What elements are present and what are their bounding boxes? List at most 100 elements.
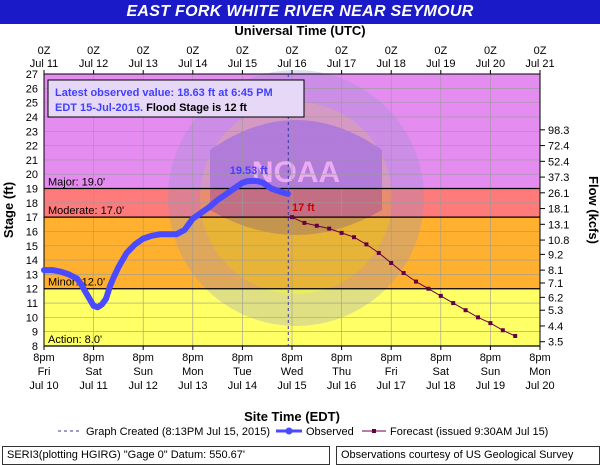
forecast-point xyxy=(414,279,418,284)
y2-axis-title: Flow (kcfs) xyxy=(586,176,600,244)
flow-tick-label: 4.4 xyxy=(548,321,563,333)
latest-observed-text: Latest observed value: 18.63 ft at 6:45 … xyxy=(55,87,273,99)
forecast-start-label: 17 ft xyxy=(292,202,315,214)
flow-tick-label: 13.1 xyxy=(548,219,569,231)
top-tick-time: 0Z xyxy=(137,45,150,57)
legend-graph-created: Graph Created (8:13PM Jul 15, 2015) xyxy=(86,426,270,438)
x-tick-date: Jul 20 xyxy=(525,380,554,392)
observed-line xyxy=(41,177,291,311)
x-tick-date: Jul 17 xyxy=(377,380,406,392)
axes: 8 9 10 11 12 13 14 15 16 17 18 19 20 21 22 23 24 25 26 27 3.… xyxy=(1,24,600,424)
x-tick-date: Jul 19 xyxy=(476,380,505,392)
x-tick-date: Jul 15 xyxy=(277,380,306,392)
top-tick-time: 0Z xyxy=(286,45,299,57)
y-tick-label: 10 xyxy=(26,312,38,324)
forecast-point xyxy=(352,235,356,240)
x-tick-day: Sun xyxy=(133,366,153,378)
flow-tick-label: 6.2 xyxy=(548,292,563,304)
forecast-point xyxy=(327,226,332,231)
top-tick-time: 0Z xyxy=(434,45,447,57)
x-tick-time: 8pm xyxy=(480,352,501,364)
gage-datum-note: SERI3(plotting HGIRG) "Gage 0" Datum: 55… xyxy=(2,446,330,465)
legend-forecast: Forecast (issued 9:30AM Jul 15) xyxy=(390,426,548,438)
x-tick-time: 8pm xyxy=(33,352,54,364)
x-tick-date: Jul 14 xyxy=(228,380,257,392)
forecast-point xyxy=(488,321,493,326)
y-tick-label: 12 xyxy=(26,284,38,296)
flood-label-action: Action: 8.0' xyxy=(48,334,102,346)
y-tick-label: 15 xyxy=(26,241,38,253)
y-tick-label: 18 xyxy=(26,198,38,210)
x-tick-time: 8pm xyxy=(331,352,352,364)
x-tick-day: Sun xyxy=(481,366,501,378)
top-tick-time: 0Z xyxy=(385,45,398,57)
x-tick-day: Sat xyxy=(433,366,450,378)
forecast-point xyxy=(302,220,307,225)
x-tick-day: Mon xyxy=(182,366,203,378)
top-tick-time: 0Z xyxy=(186,45,199,57)
x-tick-day: Wed xyxy=(281,366,303,378)
x-tick-time: 8pm xyxy=(380,352,401,364)
x-tick-date: Jul 16 xyxy=(327,380,356,392)
forecast-point xyxy=(401,270,406,275)
x-tick-time: 8pm xyxy=(529,352,550,364)
top-tick-time: 0Z xyxy=(335,45,348,57)
y-tick-label: 16 xyxy=(26,226,38,238)
x-tick-date: Jul 11 xyxy=(79,380,108,392)
top-tick-date: Jul 17 xyxy=(327,58,356,70)
top-tick-date: Jul 15 xyxy=(228,58,257,70)
top-tick-date: Jul 21 xyxy=(525,58,554,70)
y-tick-label: 14 xyxy=(26,255,38,267)
forecast-point xyxy=(438,293,443,298)
flood-label-moderate: Moderate: 17.0' xyxy=(48,205,124,217)
x-axis-title: Site Time (EDT) xyxy=(244,409,340,424)
top-tick-date: Jul 20 xyxy=(476,58,505,70)
top-tick-date: Jul 11 xyxy=(30,58,59,70)
flow-tick-label: 9.2 xyxy=(548,249,563,261)
y-tick-label: 21 xyxy=(26,155,38,167)
top-tick-time: 0Z xyxy=(484,45,497,57)
x-tick-time: 8pm xyxy=(281,352,302,364)
top-tick-date: Jul 19 xyxy=(426,58,455,70)
flow-tick-label: 26.1 xyxy=(548,188,569,200)
y-tick-label: 25 xyxy=(26,98,38,110)
x-tick-day: Thu xyxy=(332,366,351,378)
forecast-point xyxy=(290,215,294,220)
flow-tick-label: 37.3 xyxy=(548,172,569,184)
x-tick-time: 8pm xyxy=(132,352,153,364)
legend: Graph Created (8:13PM Jul 15, 2015) Obser… xyxy=(58,426,548,438)
flow-tick-label: 98.3 xyxy=(548,125,569,137)
x-tick-day: Fri xyxy=(38,366,51,378)
y-tick-label: 13 xyxy=(26,269,38,281)
hydrograph-chart: NOAA Major: 19.0'Moderate: 17.0'Minor: 1… xyxy=(1,24,600,438)
flow-tick-label: 72.4 xyxy=(548,141,569,153)
forecast-point xyxy=(364,242,369,247)
chart-title: EAST FORK WHITE RIVER NEAR SEYMOUR xyxy=(0,0,600,24)
flow-tick-label: 10.8 xyxy=(548,235,569,247)
forecast-point xyxy=(463,308,468,313)
flow-tick-label: 8.1 xyxy=(548,265,563,277)
x-tick-time: 8pm xyxy=(430,352,451,364)
x-tick-time: 8pm xyxy=(182,352,203,364)
top-tick-time: 0Z xyxy=(534,45,547,57)
x-tick-day: Tue xyxy=(233,366,252,378)
top-tick-date: Jul 16 xyxy=(277,58,306,70)
x-tick-date: Jul 18 xyxy=(426,380,455,392)
forecast-point xyxy=(451,301,456,306)
flood-stage-text: EDT 15-Jul-2015. Flood Stage is 12 ft xyxy=(55,102,247,114)
x-tick-date: Jul 13 xyxy=(178,380,207,392)
flood-label-major: Major: 19.0' xyxy=(48,177,105,189)
forecast-point xyxy=(376,250,381,255)
forecast-point xyxy=(339,230,344,235)
top-tick-date: Jul 12 xyxy=(79,58,108,70)
top-tick-time: 0Z xyxy=(38,45,51,57)
x-tick-day: Fri xyxy=(385,366,398,378)
y-axis-title: Stage (ft) xyxy=(1,182,16,238)
flow-tick-label: 18.1 xyxy=(548,204,569,216)
crest-label: 19.53 ft xyxy=(230,165,268,177)
info-box xyxy=(47,79,305,118)
y-tick-label: 20 xyxy=(26,169,38,181)
forecast-point xyxy=(513,333,518,338)
x-tick-date: Jul 12 xyxy=(129,380,158,392)
legend-forecast-marker xyxy=(372,429,376,433)
